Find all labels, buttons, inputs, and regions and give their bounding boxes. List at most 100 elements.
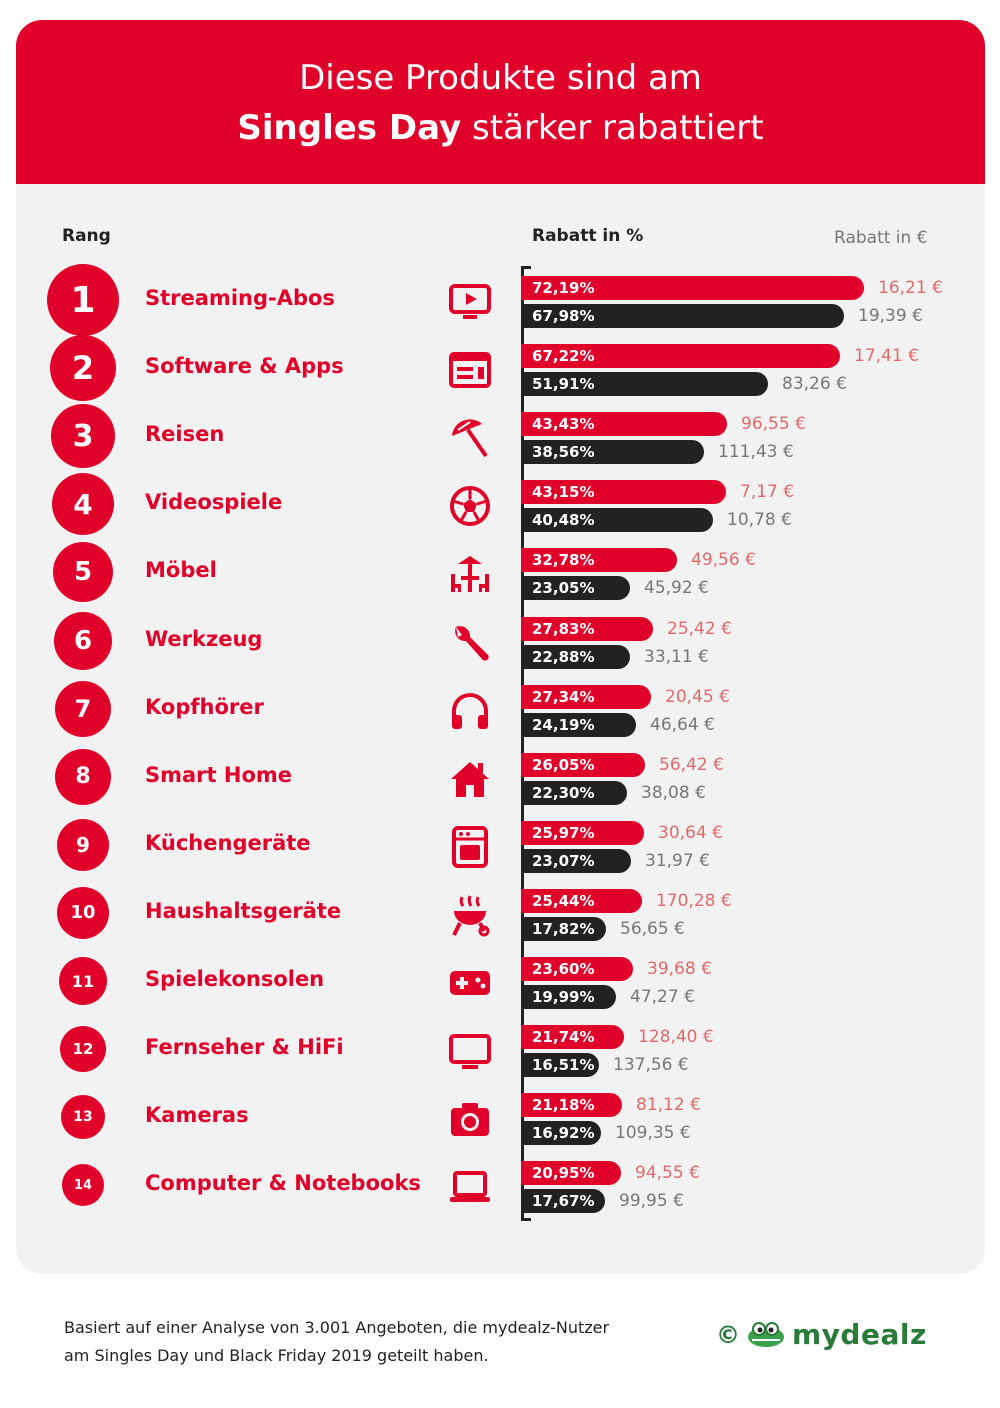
category-label: Computer & Notebooks [145, 1171, 421, 1196]
table-row: 4 Videospiele 43,15% 7,17 € 40,48% 10,78 € [16, 470, 985, 538]
black-friday-bar: 16,51% [521, 1053, 599, 1078]
singles-day-euro: 20,45 € [665, 686, 730, 707]
black-friday-bar: 51,91% [521, 372, 768, 397]
black-friday-euro: 31,97 € [645, 850, 710, 871]
black-friday-bar: 22,88% [521, 644, 630, 669]
table-row: 11 Spielekonsolen 23,60% 39,68 € 19,99% 47,27… [16, 947, 985, 1015]
column-header-euro: Rabatt in € [834, 228, 928, 248]
black-friday-bar: 67,98% [521, 304, 844, 328]
singles-day-bar: 27,34% [521, 684, 651, 709]
black-friday-bar: 22,30% [521, 780, 627, 805]
table-row: 13 Kameras 21,18% 81,12 € 16,92% 109,35 € [16, 1083, 985, 1151]
black-friday-bar: 24,19% [521, 712, 636, 737]
house-icon [448, 757, 492, 801]
footnote-line-2: am Singles Day und Black Friday 2019 get… [64, 1346, 489, 1365]
rank-badge: 6 [54, 611, 112, 670]
gamepad-icon [448, 961, 492, 1005]
singles-day-bar: 27,83% [521, 616, 653, 641]
soccer-ball-icon [448, 484, 492, 528]
black-friday-bar: 17,67% [521, 1189, 605, 1214]
rank-badge: 14 [62, 1164, 104, 1207]
singles-day-euro: 170,28 € [656, 890, 732, 911]
singles-day-bar: 21,74% [521, 1025, 624, 1050]
title-rest: stärker rabattiert [461, 108, 764, 148]
table-row: 14 Computer & Notebooks 20,95% 94,55 € 17,67… [16, 1151, 985, 1219]
singles-day-euro: 96,55 € [741, 414, 806, 435]
black-friday-bar: 40,48% [521, 508, 713, 533]
black-friday-euro: 33,11 € [644, 646, 709, 667]
black-friday-bar: 23,05% [521, 576, 630, 601]
black-friday-euro: 46,64 € [650, 714, 715, 735]
singles-day-bar: 20,95% [521, 1161, 621, 1186]
footnote-line-1: Basiert auf einer Analyse von 3.001 Ange… [64, 1318, 610, 1337]
rank-badge: 7 [55, 680, 111, 737]
garden-furniture-icon [448, 552, 492, 596]
category-label: Küchengeräte [145, 830, 311, 855]
rank-badge: 13 [61, 1095, 105, 1140]
singles-day-euro: 25,42 € [667, 618, 732, 639]
laptop-icon [448, 1165, 492, 1209]
singles-day-bar: 67,22% [521, 344, 840, 369]
singles-day-euro: 30,64 € [658, 822, 723, 843]
rank-badge: 2 [50, 335, 116, 402]
singles-day-euro: 94,55 € [635, 1163, 700, 1184]
singles-day-euro: 49,56 € [691, 550, 756, 571]
table-row: 8 Smart Home 26,05% 56,42 € 22,30% 38,08 € [16, 743, 985, 811]
rank-badge: 1 [47, 264, 119, 336]
rank-badge: 12 [60, 1026, 106, 1073]
rank-badge: 8 [55, 748, 111, 805]
category-label: Möbel [145, 558, 217, 583]
header-banner: Diese Produkte sind am Singles Day stärk… [16, 20, 985, 184]
table-row: 5 Möbel 32,78% 49,56 € 23,05% 45,92 € [16, 538, 985, 606]
app-window-icon [448, 348, 492, 392]
category-label: Smart Home [145, 762, 293, 787]
footnote: Basiert auf einer Analyse von 3.001 Ange… [64, 1314, 609, 1370]
category-label: Werkzeug [145, 626, 263, 651]
copyright-mark: © [716, 1320, 740, 1349]
table-row: 2 Software & Apps 67,22% 17,41 € 51,91% 83,26… [16, 334, 985, 402]
black-friday-bar: 38,56% [521, 440, 704, 465]
singles-day-euro: 39,68 € [647, 959, 712, 979]
singles-day-euro: 17,41 € [854, 346, 919, 367]
infographic-card: Diese Produkte sind am Singles Day stärk… [16, 20, 985, 1274]
table-row: 10 Haushaltsgeräte 25,44% 170,28 € 17,82% 56,… [16, 879, 985, 947]
black-friday-bar: 19,99% [521, 985, 616, 1009]
black-friday-bar: 23,07% [521, 848, 631, 873]
singles-day-euro: 56,42 € [659, 754, 724, 775]
brand-name: mydealz [792, 1318, 927, 1351]
singles-day-euro: 16,21 € [878, 278, 943, 298]
category-label: Kopfhörer [145, 694, 264, 719]
black-friday-bar: 17,82% [521, 916, 606, 941]
category-label: Haushaltsgeräte [145, 898, 342, 923]
black-friday-euro: 19,39 € [858, 306, 923, 326]
wrench-icon [448, 621, 492, 665]
black-friday-euro: 83,26 € [782, 374, 847, 395]
singles-day-euro: 81,12 € [636, 1095, 701, 1116]
tv-play-icon [448, 280, 492, 324]
rank-badge: 3 [51, 404, 115, 469]
category-label: Videospiele [145, 490, 283, 515]
black-friday-euro: 109,35 € [615, 1123, 691, 1144]
black-friday-euro: 99,95 € [619, 1191, 684, 1212]
singles-day-euro: 7,17 € [740, 482, 795, 503]
singles-day-bar: 25,97% [521, 820, 644, 845]
singles-day-bar: 32,78% [521, 548, 677, 573]
title-line-2: Singles Day stärker rabattiert [16, 108, 985, 148]
black-friday-euro: 38,08 € [641, 782, 706, 803]
singles-day-bar: 43,43% [521, 412, 727, 437]
black-friday-bar: 16,92% [521, 1121, 601, 1146]
singles-day-bar: 43,15% [521, 480, 726, 505]
rank-badge: 9 [57, 818, 109, 871]
headphones-icon [448, 689, 492, 733]
axis-cap-top [521, 266, 531, 269]
table-row: 3 Reisen 43,43% 96,55 € 38,56% 111,43 € [16, 402, 985, 470]
grill-icon [448, 893, 492, 937]
mydealz-logo: © mydealz [716, 1318, 927, 1351]
category-label: Software & Apps [145, 354, 344, 379]
category-label: Spielekonsolen [145, 967, 325, 991]
rank-badge: 4 [52, 473, 114, 536]
title-highlight: Singles Day [237, 108, 462, 148]
black-friday-euro: 137,56 € [613, 1055, 689, 1076]
crocodile-icon [748, 1321, 784, 1347]
camera-icon [448, 1097, 492, 1141]
